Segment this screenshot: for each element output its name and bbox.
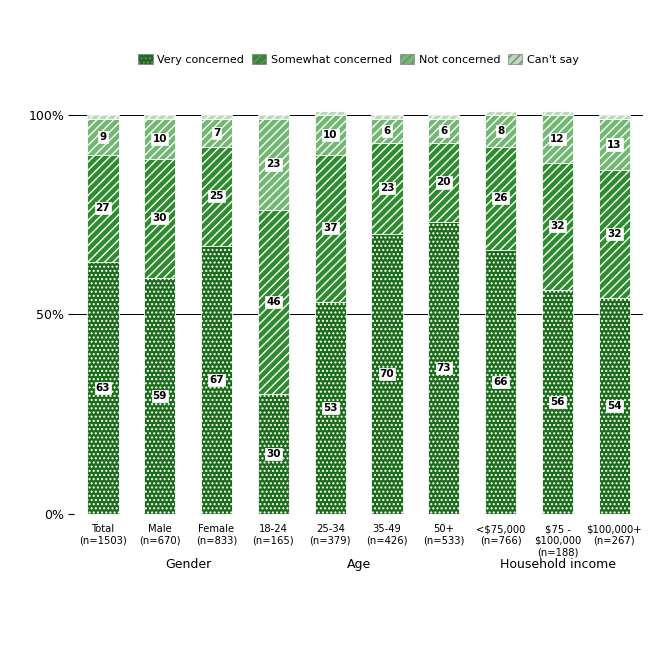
Text: 8: 8 <box>497 125 504 135</box>
Text: 32: 32 <box>607 230 622 240</box>
Bar <box>315 115 346 154</box>
Bar <box>542 162 573 290</box>
Text: Gender: Gender <box>165 558 211 571</box>
Text: 26: 26 <box>494 193 508 203</box>
Text: 27: 27 <box>96 203 110 213</box>
Bar <box>201 147 232 246</box>
Bar <box>201 119 232 147</box>
Text: 46: 46 <box>266 297 280 307</box>
Text: 63: 63 <box>96 383 110 393</box>
Text: 10: 10 <box>152 133 167 144</box>
Text: 30: 30 <box>266 449 280 459</box>
Text: 66: 66 <box>494 377 508 387</box>
Text: 6: 6 <box>383 125 391 135</box>
Text: Age: Age <box>346 558 371 571</box>
Bar <box>258 211 289 394</box>
Bar <box>201 246 232 513</box>
Text: 56: 56 <box>550 397 565 407</box>
Bar <box>87 119 119 154</box>
Bar <box>258 394 289 513</box>
Bar <box>542 111 573 115</box>
Text: 9: 9 <box>100 131 106 141</box>
Bar <box>144 119 176 158</box>
Bar <box>485 115 516 147</box>
Bar <box>144 279 176 513</box>
Text: 7: 7 <box>213 127 220 137</box>
Bar <box>542 115 573 162</box>
Text: 25: 25 <box>209 191 224 201</box>
Text: 59: 59 <box>152 391 167 401</box>
Text: 23: 23 <box>379 183 394 193</box>
Text: Household income: Household income <box>500 558 616 571</box>
Bar <box>258 119 289 211</box>
Bar <box>428 119 459 143</box>
Bar <box>485 147 516 250</box>
Bar <box>599 119 630 170</box>
Bar <box>428 115 459 119</box>
Bar <box>599 170 630 298</box>
Text: 10: 10 <box>323 129 337 139</box>
Bar <box>599 298 630 513</box>
Text: 37: 37 <box>323 223 337 234</box>
Bar <box>87 154 119 262</box>
Legend: Very concerned, Somewhat concerned, Not concerned, Can't say: Very concerned, Somewhat concerned, Not … <box>134 50 583 69</box>
Text: 32: 32 <box>550 221 565 232</box>
Bar <box>428 143 459 222</box>
Text: 30: 30 <box>152 213 167 223</box>
Bar <box>144 158 176 279</box>
Bar <box>87 115 119 119</box>
Bar <box>315 154 346 302</box>
Text: 53: 53 <box>323 403 337 413</box>
Bar <box>372 143 403 234</box>
Bar <box>372 234 403 513</box>
Text: 23: 23 <box>266 160 280 170</box>
Bar <box>372 115 403 119</box>
Bar <box>599 115 630 119</box>
Bar <box>485 250 516 513</box>
Bar <box>428 222 459 513</box>
Bar <box>315 302 346 513</box>
Bar <box>542 290 573 513</box>
Text: 6: 6 <box>440 125 447 135</box>
Bar <box>372 119 403 143</box>
Bar <box>258 115 289 119</box>
Bar <box>144 115 176 119</box>
Text: 20: 20 <box>437 178 451 187</box>
Text: 54: 54 <box>607 401 622 411</box>
Text: 73: 73 <box>436 363 451 373</box>
Bar <box>315 111 346 115</box>
Bar <box>87 262 119 513</box>
Text: 67: 67 <box>209 375 224 385</box>
Bar <box>201 115 232 119</box>
Text: 70: 70 <box>379 369 395 379</box>
Text: 13: 13 <box>607 139 622 150</box>
Text: 12: 12 <box>550 133 565 144</box>
Bar <box>485 111 516 115</box>
